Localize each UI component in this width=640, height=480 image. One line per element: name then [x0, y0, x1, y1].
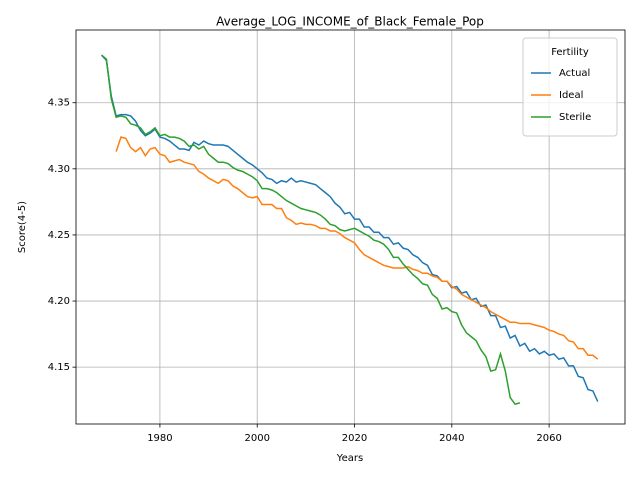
series-line — [115, 136, 599, 360]
legend-label: Sterile — [559, 112, 591, 123]
legend-box — [522, 37, 618, 137]
legend-title: Fertility — [551, 47, 589, 58]
x-tick-label: 2060 — [536, 433, 561, 444]
legend-label: Ideal — [559, 90, 583, 101]
x-axis-label: Years — [336, 453, 363, 464]
series-line — [100, 54, 599, 402]
x-tick-label: 1980 — [147, 433, 172, 444]
plot-frame — [75, 29, 626, 425]
y-tick-label: 4.15 — [48, 362, 70, 373]
y-tick-label: 4.30 — [48, 164, 70, 175]
y-tick-label: 4.35 — [48, 98, 70, 109]
y-tick-label: 4.20 — [48, 296, 70, 307]
legend-label: Actual — [559, 68, 590, 79]
x-tick-label: 2000 — [244, 433, 269, 444]
x-tick-label: 2020 — [342, 433, 367, 444]
chart-title: Average_LOG_INCOME_of_Black_Female_Pop — [216, 15, 484, 29]
series-line — [101, 54, 521, 406]
x-tick-label: 2040 — [439, 433, 464, 444]
y-axis-label: Score(4-5) — [17, 201, 28, 253]
y-tick-label: 4.25 — [48, 230, 70, 241]
